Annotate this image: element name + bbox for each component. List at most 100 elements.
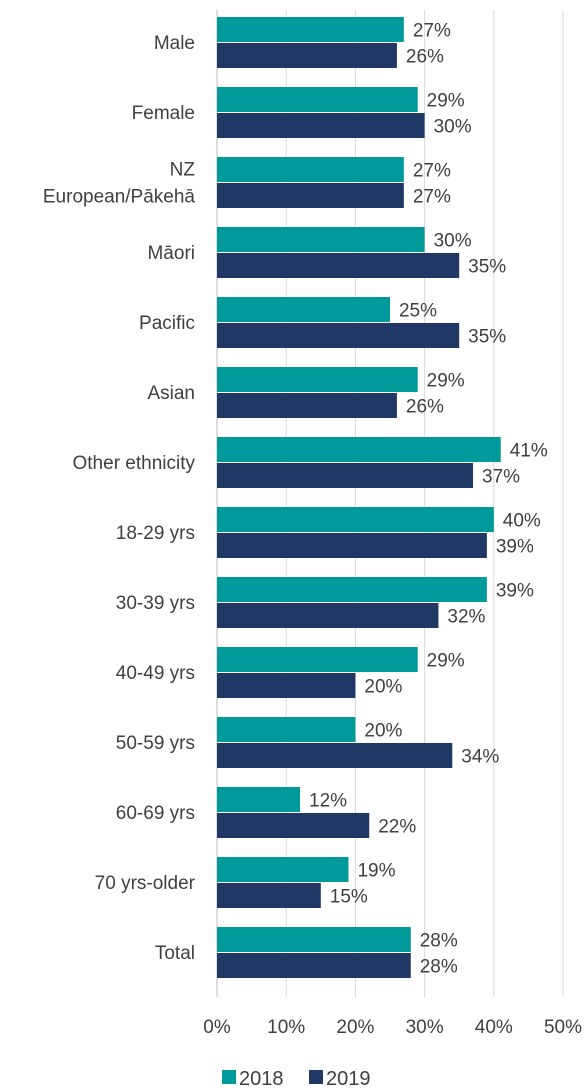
legend-label-2018: 2018 bbox=[239, 1068, 284, 1090]
x-tick-label: 20% bbox=[336, 1017, 374, 1038]
category-label-line: 30-39 yrs bbox=[116, 593, 195, 614]
category-label-line: Asian bbox=[147, 383, 195, 404]
bar-2018 bbox=[217, 297, 390, 322]
bar-2019 bbox=[217, 883, 321, 908]
category-label: 70 yrs-older bbox=[95, 873, 196, 894]
data-label-2018: 28% bbox=[420, 931, 458, 952]
bar-2019 bbox=[217, 813, 370, 838]
category-label-line: Total bbox=[155, 943, 195, 964]
data-label-2018: 30% bbox=[434, 231, 472, 252]
x-tick-label: 40% bbox=[475, 1017, 513, 1038]
bar-2019 bbox=[217, 393, 397, 418]
data-label-2019: 37% bbox=[482, 467, 520, 488]
category-label: 60-69 yrs bbox=[116, 803, 195, 824]
bar-2019 bbox=[217, 43, 397, 68]
x-tick-label: 10% bbox=[267, 1017, 305, 1038]
bar-2019 bbox=[217, 953, 411, 978]
category-label-line: 70 yrs-older bbox=[95, 873, 196, 894]
category-label-line: Pacific bbox=[139, 313, 195, 334]
category-label: Māori bbox=[147, 243, 195, 264]
data-label-2019: 32% bbox=[447, 607, 485, 628]
data-label-2018: 41% bbox=[510, 441, 548, 462]
data-label-2018: 29% bbox=[427, 651, 465, 672]
category-label-line: 60-69 yrs bbox=[116, 803, 195, 824]
bar-2018 bbox=[217, 227, 425, 252]
category-label: Pacific bbox=[139, 313, 195, 334]
bar-2018 bbox=[217, 157, 404, 182]
category-label-line: 18-29 yrs bbox=[116, 523, 195, 544]
data-label-2019: 20% bbox=[364, 677, 402, 698]
bar-2018 bbox=[217, 647, 418, 672]
data-label-2019: 30% bbox=[434, 117, 472, 138]
category-label-line: European/Pākehā bbox=[43, 187, 196, 208]
category-label-line: Māori bbox=[147, 243, 195, 264]
data-label-2019: 35% bbox=[468, 257, 506, 278]
data-label-2018: 27% bbox=[413, 21, 451, 42]
data-label-2019: 27% bbox=[413, 187, 451, 208]
data-label-2019: 26% bbox=[406, 397, 444, 418]
category-label-line: Female bbox=[132, 103, 195, 124]
data-label-2019: 35% bbox=[468, 327, 506, 348]
x-axis-ticks: 0% 10% 20% 30% 40% 50% bbox=[203, 1017, 582, 1038]
bar-2018 bbox=[217, 507, 494, 532]
data-label-2018: 39% bbox=[496, 581, 534, 602]
bar-2019 bbox=[217, 183, 404, 208]
data-label-2018: 27% bbox=[413, 161, 451, 182]
data-label-2018: 12% bbox=[309, 791, 347, 812]
category-label: 30-39 yrs bbox=[116, 593, 195, 614]
data-label-2019: 28% bbox=[420, 957, 458, 978]
category-label: Male bbox=[154, 33, 195, 54]
x-tick-label: 50% bbox=[544, 1017, 582, 1038]
category-label: Female bbox=[132, 103, 195, 124]
bar-2019 bbox=[217, 253, 460, 278]
bar-2019 bbox=[217, 463, 474, 488]
data-label-2018: 20% bbox=[364, 721, 402, 742]
category-label: NZ European/Pākehā bbox=[43, 160, 196, 208]
bar-2018 bbox=[217, 787, 301, 812]
legend-label-2019: 2019 bbox=[326, 1068, 371, 1090]
bar-2018 bbox=[217, 17, 404, 42]
category-label: Total bbox=[155, 943, 195, 964]
category-label: 40-49 yrs bbox=[116, 663, 195, 684]
bar-2019 bbox=[217, 323, 460, 348]
bar-2018 bbox=[217, 437, 501, 462]
bar-2019 bbox=[217, 743, 453, 768]
data-label-2018: 19% bbox=[357, 861, 395, 882]
data-label-2018: 25% bbox=[399, 301, 437, 322]
category-label: 50-59 yrs bbox=[116, 733, 195, 754]
bar-2019 bbox=[217, 673, 356, 698]
bar-2018 bbox=[217, 367, 418, 392]
category-label-line: 50-59 yrs bbox=[116, 733, 195, 754]
bars bbox=[217, 17, 501, 978]
bar-2018 bbox=[217, 857, 349, 882]
data-label-2018: 40% bbox=[503, 511, 541, 532]
data-label-2019: 26% bbox=[406, 47, 444, 68]
legend-swatch-2018 bbox=[222, 1070, 236, 1084]
bar-2019 bbox=[217, 533, 487, 558]
bar-2019 bbox=[217, 603, 439, 628]
category-labels: Male Female NZ European/Pākehā Māori Pacific A… bbox=[43, 33, 196, 964]
data-label-2018: 29% bbox=[427, 91, 465, 112]
data-label-2018: 29% bbox=[427, 371, 465, 392]
bar-2018 bbox=[217, 577, 487, 602]
x-tick-label: 0% bbox=[203, 1017, 231, 1038]
bar-2019 bbox=[217, 113, 425, 138]
x-tick-label: 30% bbox=[406, 1017, 444, 1038]
data-label-2019: 34% bbox=[461, 747, 499, 768]
legend-swatch-2019 bbox=[309, 1070, 323, 1084]
category-label-line: 40-49 yrs bbox=[116, 663, 195, 684]
legend: 2018 2019 bbox=[222, 1068, 371, 1090]
category-label-line: Male bbox=[154, 33, 195, 54]
bar-2018 bbox=[217, 927, 411, 952]
category-label: Other ethnicity bbox=[73, 453, 196, 474]
category-label-line: NZ bbox=[170, 160, 196, 181]
bar-2018 bbox=[217, 87, 418, 112]
category-label-line: Other ethnicity bbox=[73, 453, 196, 474]
data-label-2019: 22% bbox=[378, 817, 416, 838]
data-label-2019: 39% bbox=[496, 537, 534, 558]
category-label: Asian bbox=[147, 383, 195, 404]
data-label-2019: 15% bbox=[330, 887, 368, 908]
data-labels: 27% 26% 29% 30% 27% 27% 30% 35% 25% 35% 29% 26% 41% 3… bbox=[309, 21, 548, 978]
category-label: 18-29 yrs bbox=[116, 523, 195, 544]
